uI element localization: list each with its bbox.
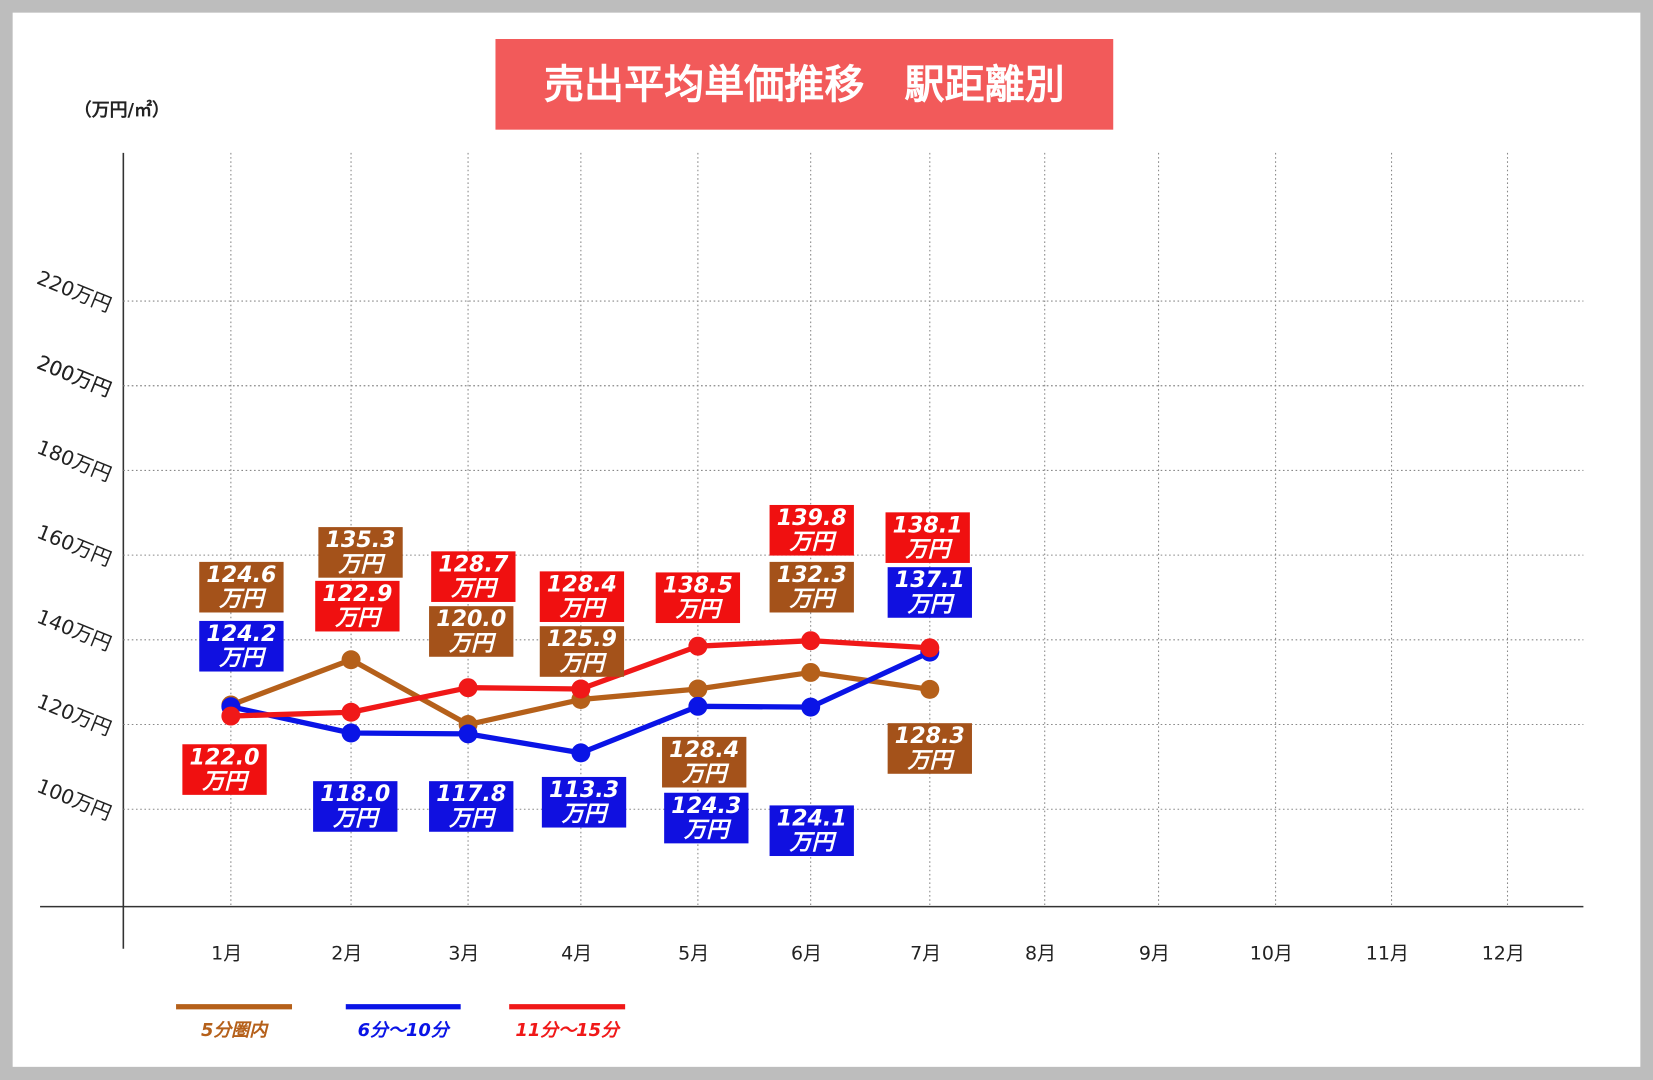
x-tick-label: 10月 bbox=[1250, 943, 1293, 965]
x-tick-label: 11月 bbox=[1366, 943, 1409, 965]
legend-label: 5分圏内 bbox=[201, 1020, 269, 1041]
data-label: 117.8万円 bbox=[429, 781, 514, 832]
y-unit-label: （万円/㎡） bbox=[73, 100, 170, 122]
data-point bbox=[341, 723, 361, 743]
data-point bbox=[688, 636, 708, 656]
chart-title: 売出平均単価推移 駅距離別 bbox=[495, 39, 1114, 130]
data-point bbox=[801, 697, 821, 717]
data-point bbox=[341, 650, 361, 670]
data-point bbox=[688, 679, 708, 699]
data-label: 124.6万円 bbox=[199, 561, 284, 613]
legend-label: 11分～15分 bbox=[515, 1020, 621, 1041]
x-tick-label: 5月 bbox=[678, 943, 709, 965]
data-label: 124.2万円 bbox=[199, 620, 284, 672]
data-label: 122.9万円 bbox=[315, 580, 400, 632]
data-label: 128.4万円 bbox=[539, 571, 625, 622]
x-tick-label: 12月 bbox=[1482, 943, 1525, 965]
data-label: 122.0万円 bbox=[182, 744, 267, 795]
data-point bbox=[571, 679, 591, 699]
data-label: 135.3万円 bbox=[318, 527, 403, 578]
data-point bbox=[221, 706, 241, 726]
data-label: 124.3万円 bbox=[664, 792, 749, 844]
x-tick-label: 3月 bbox=[448, 943, 479, 965]
data-label: 138.5万円 bbox=[655, 572, 741, 624]
data-label: 124.1万円 bbox=[769, 805, 854, 857]
data-point bbox=[801, 662, 821, 682]
data-point bbox=[920, 638, 940, 658]
data-point bbox=[341, 702, 361, 722]
data-label: 137.1万円 bbox=[887, 567, 972, 618]
data-point bbox=[458, 678, 478, 698]
x-tick-label: 2月 bbox=[331, 943, 362, 965]
data-point bbox=[458, 724, 478, 744]
data-label: 128.3万円 bbox=[887, 723, 972, 774]
data-label: 139.8万円 bbox=[769, 504, 854, 556]
data-point bbox=[920, 679, 940, 699]
data-point bbox=[688, 696, 708, 716]
data-label: 128.7万円 bbox=[431, 551, 516, 602]
data-label: 113.3万円 bbox=[541, 776, 627, 828]
data-label: 125.9万円 bbox=[539, 626, 625, 677]
data-label: 120.0万円 bbox=[429, 606, 514, 657]
data-point bbox=[801, 631, 821, 651]
data-label: 128.4万円 bbox=[662, 736, 747, 788]
data-label: 118.0万円 bbox=[313, 781, 398, 832]
data-point bbox=[571, 743, 591, 763]
data-label: 138.1万円 bbox=[885, 512, 970, 563]
x-tick-label: 6月 bbox=[791, 943, 822, 965]
data-label: 132.3万円 bbox=[769, 561, 854, 613]
x-tick-label: 7月 bbox=[910, 943, 941, 965]
x-tick-label: 9月 bbox=[1139, 943, 1170, 965]
legend-label: 6分～10分 bbox=[358, 1020, 451, 1041]
x-tick-label: 4月 bbox=[561, 943, 592, 965]
x-tick-label: 1月 bbox=[211, 943, 242, 965]
x-tick-label: 8月 bbox=[1025, 943, 1056, 965]
